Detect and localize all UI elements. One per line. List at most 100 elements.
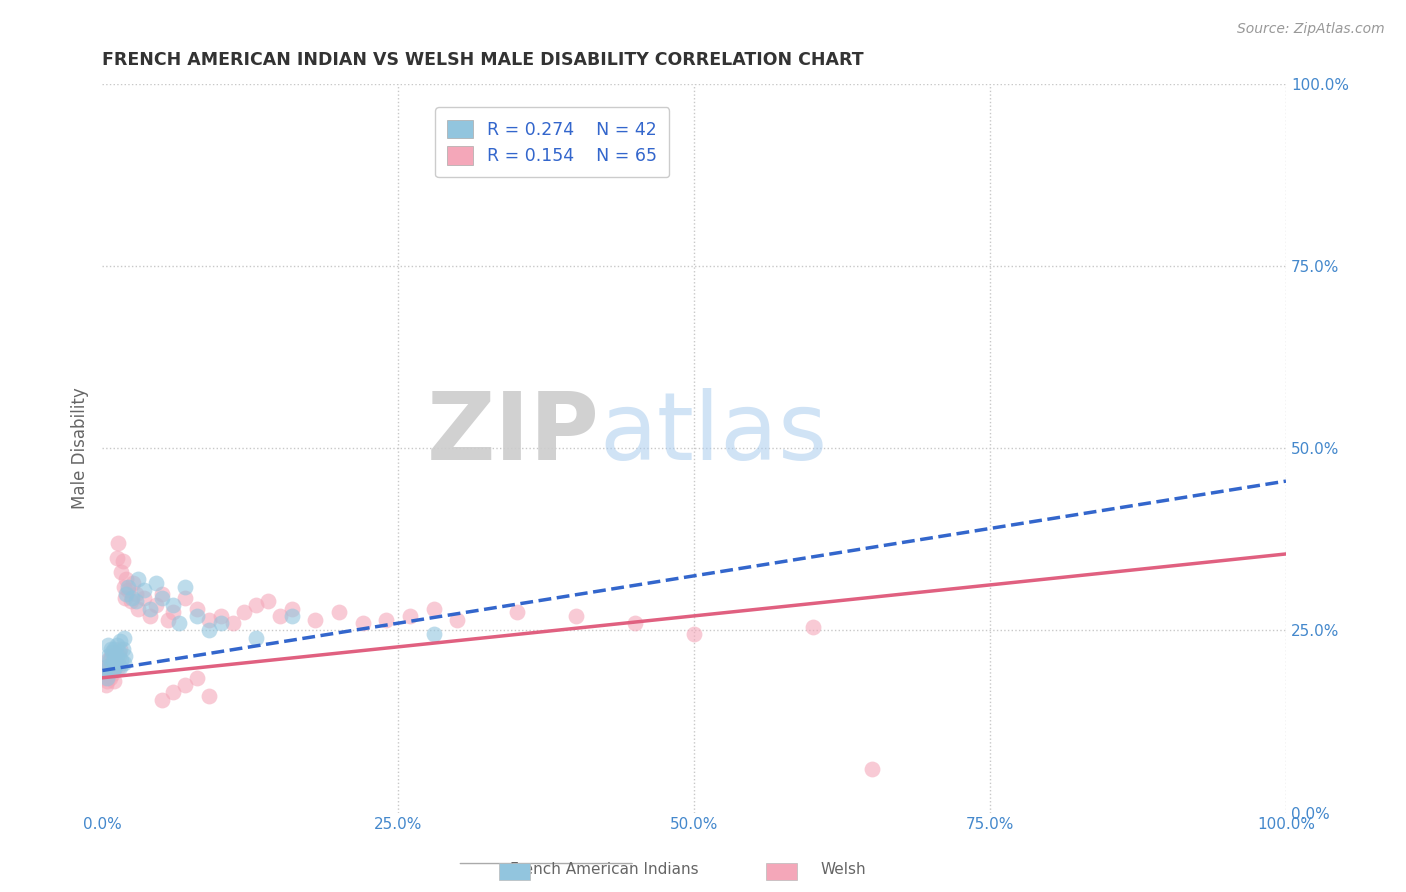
Point <box>112 657 135 671</box>
Point <box>108 645 131 659</box>
Point <box>281 608 304 623</box>
Text: Source: ZipAtlas.com: Source: ZipAtlas.com <box>1237 22 1385 37</box>
Point <box>186 671 208 685</box>
Point <box>97 664 120 678</box>
Text: FRENCH AMERICAN INDIAN VS WELSH MALE DISABILITY CORRELATION CHART: FRENCH AMERICAN INDIAN VS WELSH MALE DIS… <box>103 51 865 69</box>
Point <box>97 648 120 663</box>
Point <box>117 580 139 594</box>
Point <box>399 608 422 623</box>
Point <box>94 660 117 674</box>
Point <box>93 671 115 685</box>
Point <box>107 657 129 671</box>
Point <box>132 591 155 605</box>
Point <box>127 601 149 615</box>
Point <box>124 594 146 608</box>
Point <box>105 550 128 565</box>
Point <box>139 608 162 623</box>
Point <box>112 631 135 645</box>
Point <box>174 591 197 605</box>
Point <box>198 613 221 627</box>
Point <box>100 648 122 663</box>
Point <box>98 652 121 666</box>
Point <box>683 627 706 641</box>
Point <box>114 591 136 605</box>
Point <box>107 660 129 674</box>
Point <box>209 616 232 631</box>
Point <box>304 613 326 627</box>
Point <box>565 608 588 623</box>
Point <box>375 613 398 627</box>
Legend: R = 0.274    N = 42, R = 0.154    N = 65: R = 0.274 N = 42, R = 0.154 N = 65 <box>434 107 669 178</box>
Point <box>124 587 146 601</box>
Point <box>150 591 173 605</box>
Point <box>233 605 256 619</box>
Point <box>221 616 243 631</box>
Point <box>96 671 118 685</box>
Point <box>446 613 468 627</box>
Text: Welsh: Welsh <box>821 863 866 877</box>
Point <box>108 660 131 674</box>
Point <box>94 664 117 678</box>
Point <box>127 573 149 587</box>
Point <box>269 608 291 623</box>
Point <box>860 762 883 776</box>
Point <box>122 576 145 591</box>
Point <box>801 620 824 634</box>
Point <box>94 660 117 674</box>
Point <box>114 648 136 663</box>
Point <box>198 624 221 638</box>
Point <box>97 638 120 652</box>
Point <box>162 685 184 699</box>
Point <box>101 667 124 681</box>
Point <box>96 674 118 689</box>
Point <box>115 573 138 587</box>
Point <box>624 616 647 631</box>
Point <box>101 645 124 659</box>
Point <box>156 613 179 627</box>
Point <box>150 692 173 706</box>
Point <box>186 601 208 615</box>
Point <box>145 598 167 612</box>
Point <box>94 667 117 681</box>
Point <box>100 660 122 674</box>
Point <box>139 601 162 615</box>
Point <box>101 664 124 678</box>
Point <box>120 594 142 608</box>
Point <box>108 641 131 656</box>
Point <box>98 671 121 685</box>
Point <box>145 576 167 591</box>
Point <box>103 652 125 666</box>
Point <box>108 634 131 648</box>
Point <box>423 601 446 615</box>
Point <box>505 605 527 619</box>
Point <box>101 657 124 671</box>
Point <box>169 616 191 631</box>
Point <box>105 648 128 663</box>
Point <box>103 674 125 689</box>
Point <box>281 601 304 615</box>
Text: ZIP: ZIP <box>426 388 599 480</box>
Point <box>198 689 221 703</box>
Text: French American Indians: French American Indians <box>510 863 699 877</box>
Point <box>103 664 125 678</box>
Point <box>328 605 350 619</box>
Text: atlas: atlas <box>599 388 828 480</box>
Point <box>162 605 184 619</box>
Point <box>121 591 143 605</box>
Point <box>162 598 184 612</box>
Point <box>115 587 138 601</box>
Point <box>103 641 125 656</box>
Point <box>101 645 124 659</box>
Point <box>186 608 208 623</box>
Point <box>423 627 446 641</box>
Point <box>174 580 197 594</box>
Point <box>245 598 267 612</box>
Point <box>110 652 132 666</box>
Point <box>150 587 173 601</box>
Point <box>100 641 122 656</box>
Point <box>111 641 134 656</box>
Point <box>132 583 155 598</box>
Point <box>101 657 124 671</box>
Y-axis label: Male Disability: Male Disability <box>72 387 89 509</box>
Point <box>104 660 127 674</box>
